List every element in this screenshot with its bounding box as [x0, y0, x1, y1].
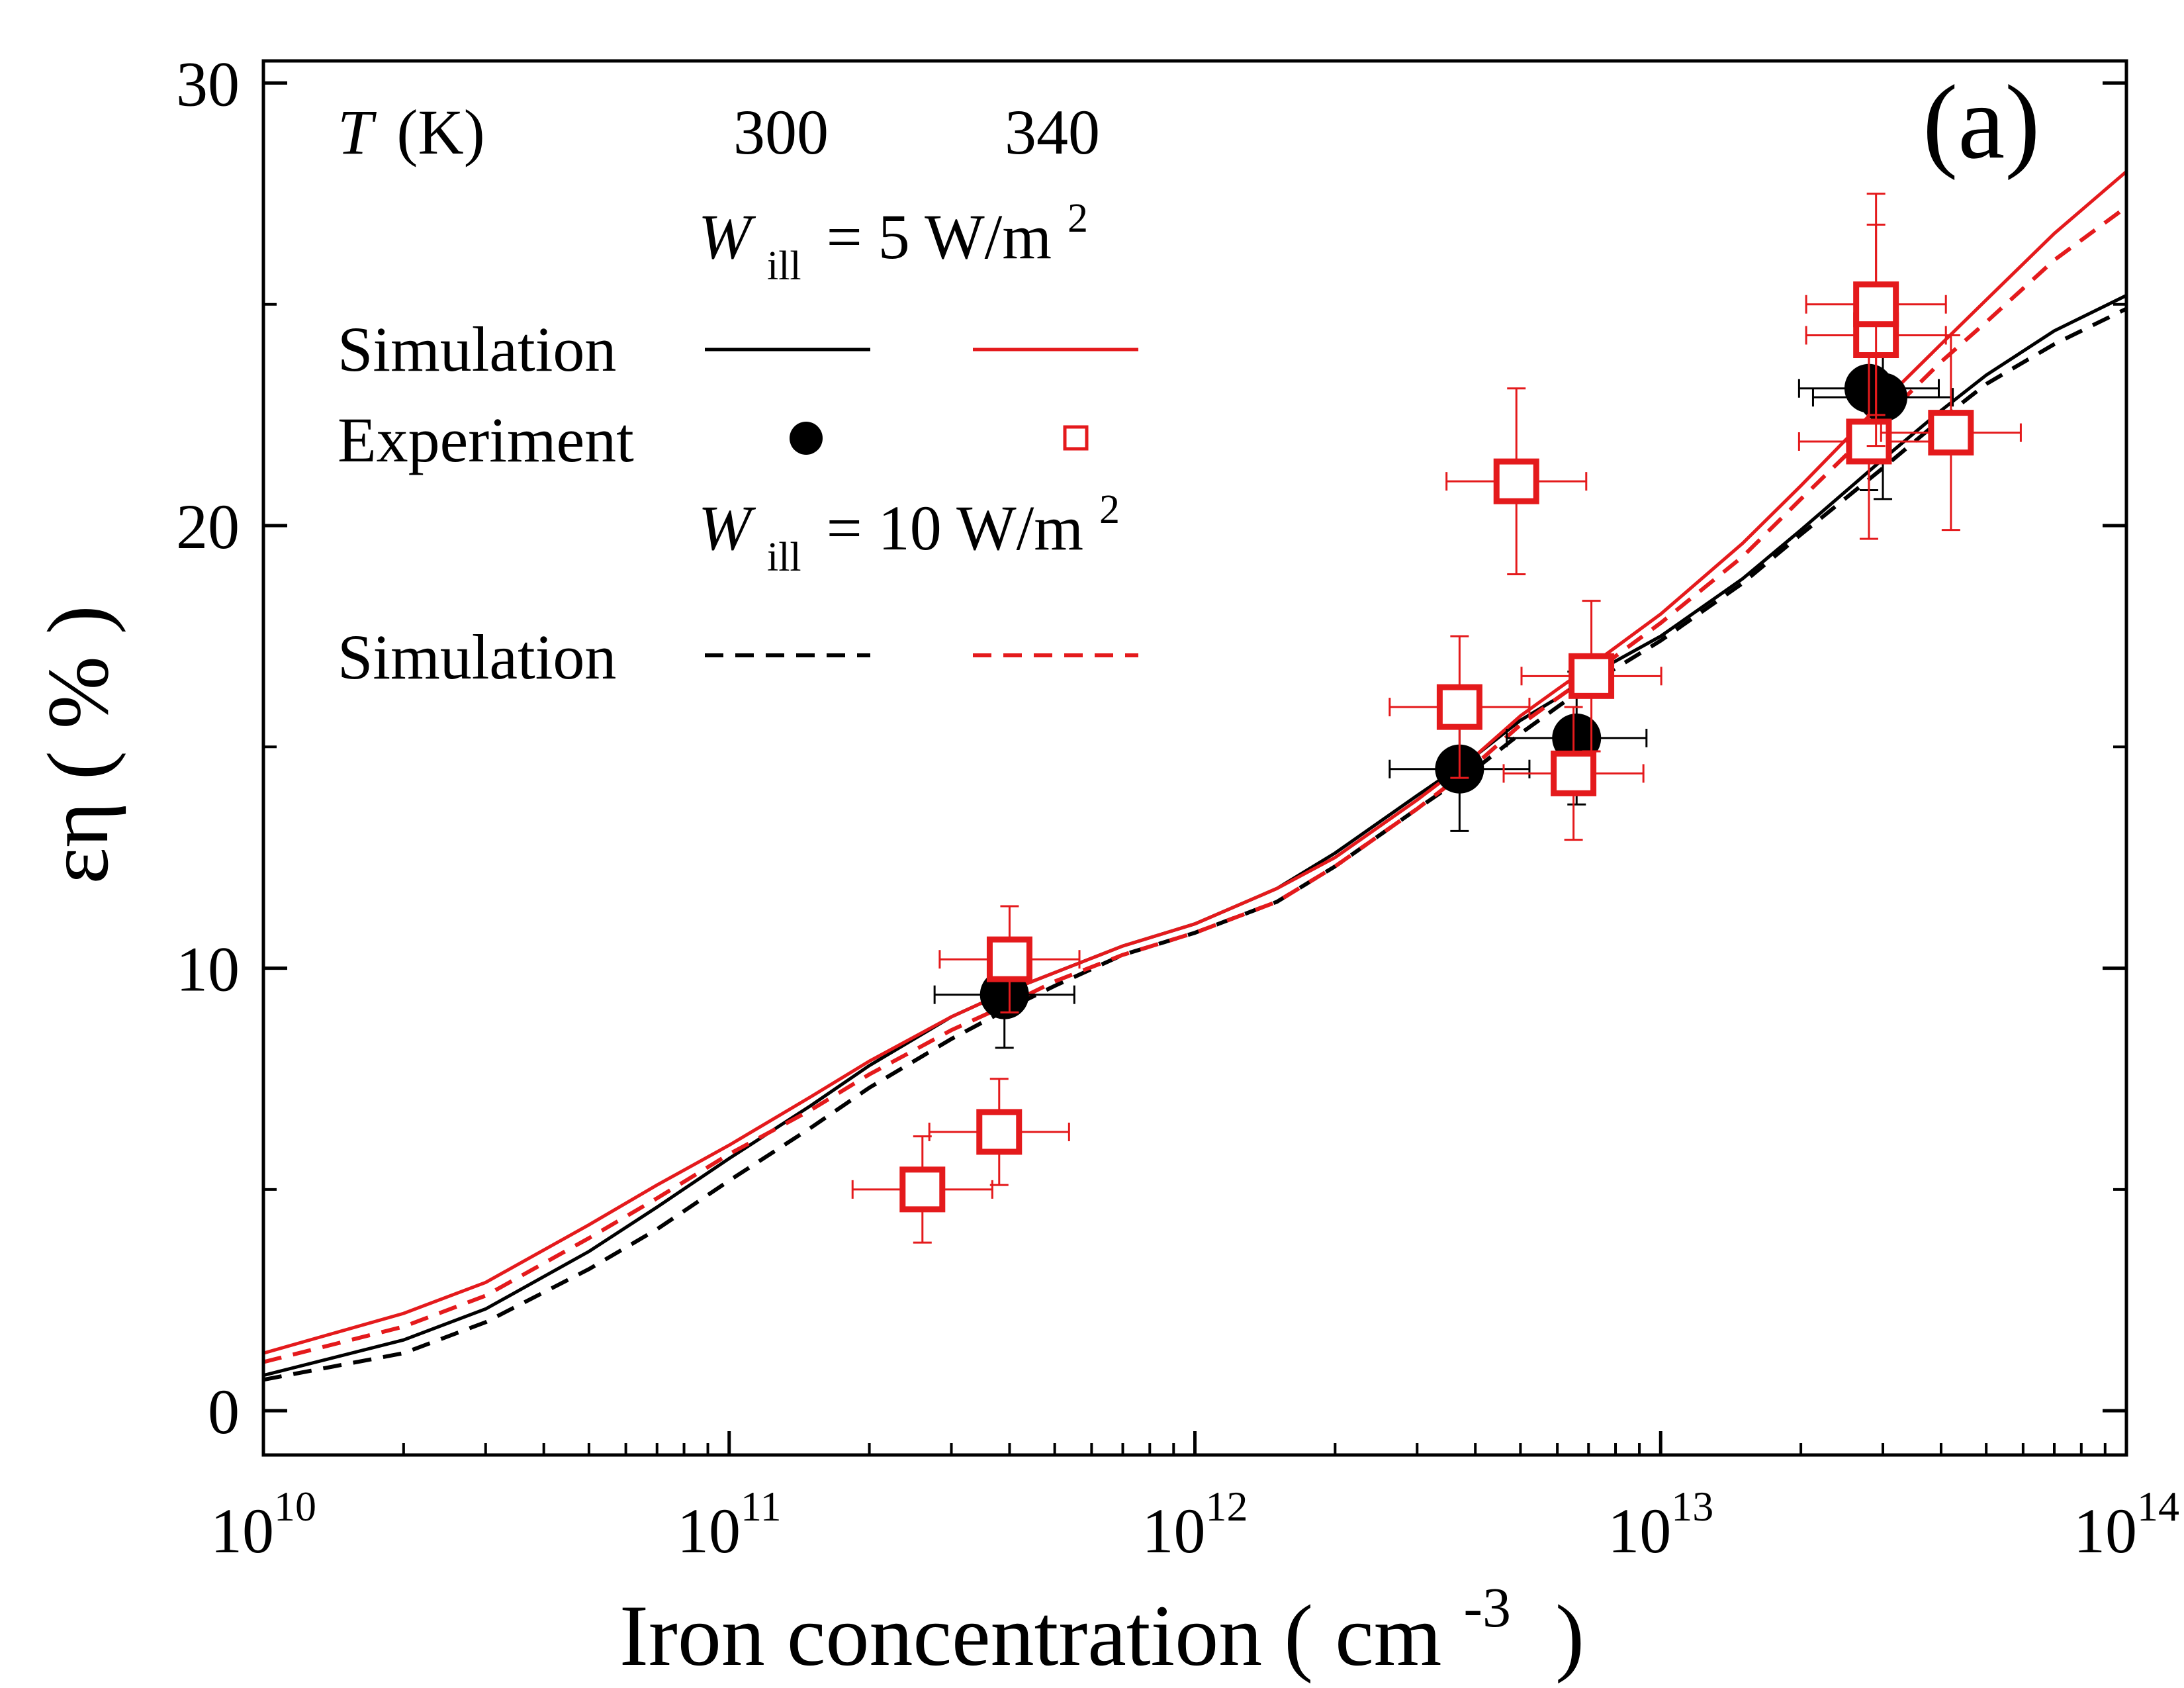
legend-t-300: 300 — [733, 97, 829, 167]
sim-curve-340K-5W — [263, 170, 2126, 1355]
legend-exp-label: Experiment — [338, 404, 634, 475]
x-tick-label: 1012 — [1142, 1483, 1248, 1566]
legend-sim-label-10: Simulation — [338, 622, 616, 692]
data-point-340K-5 — [1445, 387, 1588, 576]
simulation-curves — [263, 170, 2126, 1382]
legend-sim-label-5: Simulation — [338, 314, 616, 385]
y-tick-label: 20 — [176, 491, 240, 562]
data-point-340K-1 — [851, 1135, 993, 1244]
x-axis-title: Iron concentration ( cm -3 ) — [619, 1548, 1584, 1684]
plot-area: 1010 1011 1012 1013 1014 0 10 20 30 — [176, 48, 2179, 1566]
data-point-340K-6 — [1502, 706, 1645, 841]
y-tick-label: 0 — [208, 1376, 240, 1447]
x-tick-label: 1011 — [677, 1483, 782, 1566]
data-point-340K-8 — [1797, 343, 1940, 540]
x-tick-label: 1013 — [1608, 1483, 1713, 1566]
x-tick-label: 1010 — [210, 1483, 316, 1566]
y-axis-title: εη ( % ) — [29, 605, 126, 884]
legend-w10: W ill = 10 W/m 2 — [698, 487, 1120, 585]
legend: T (K) 300 340 W ill = 5 W/m 2 Simulation… — [338, 97, 1138, 692]
legend-marker-300 — [790, 422, 823, 455]
sim-curve-340K-10W — [263, 205, 2126, 1364]
legend-w5: W ill = 5 W/m 2 — [698, 196, 1088, 293]
data-point-340K-11 — [1880, 334, 2022, 532]
panel-label: (a) — [1923, 63, 2040, 181]
legend-marker-340 — [1063, 425, 1089, 451]
sim-curve-300K-10W — [263, 306, 2126, 1382]
sim-curve-300K-5W — [263, 294, 2126, 1378]
legend-t-label: T (K) — [338, 97, 485, 167]
data-point-340K-7 — [1520, 600, 1662, 753]
data-point-340K-3 — [938, 905, 1081, 1013]
legend-t-340: 340 — [1005, 97, 1100, 167]
data-point-340K-2 — [928, 1078, 1070, 1186]
data-point-340K-10 — [1805, 193, 1947, 416]
plot-frame — [261, 59, 2128, 1457]
experiment-points — [851, 193, 2022, 1244]
data-point-340K-4 — [1388, 635, 1531, 779]
y-axis-ticks: 0 10 20 30 — [176, 48, 2126, 1447]
y-tick-label: 30 — [176, 48, 240, 119]
x-axis-ticks: 1010 1011 1012 1013 1014 — [210, 1431, 2179, 1566]
x-tick-label: 1014 — [2073, 1483, 2179, 1566]
y-tick-label: 10 — [176, 934, 240, 1005]
